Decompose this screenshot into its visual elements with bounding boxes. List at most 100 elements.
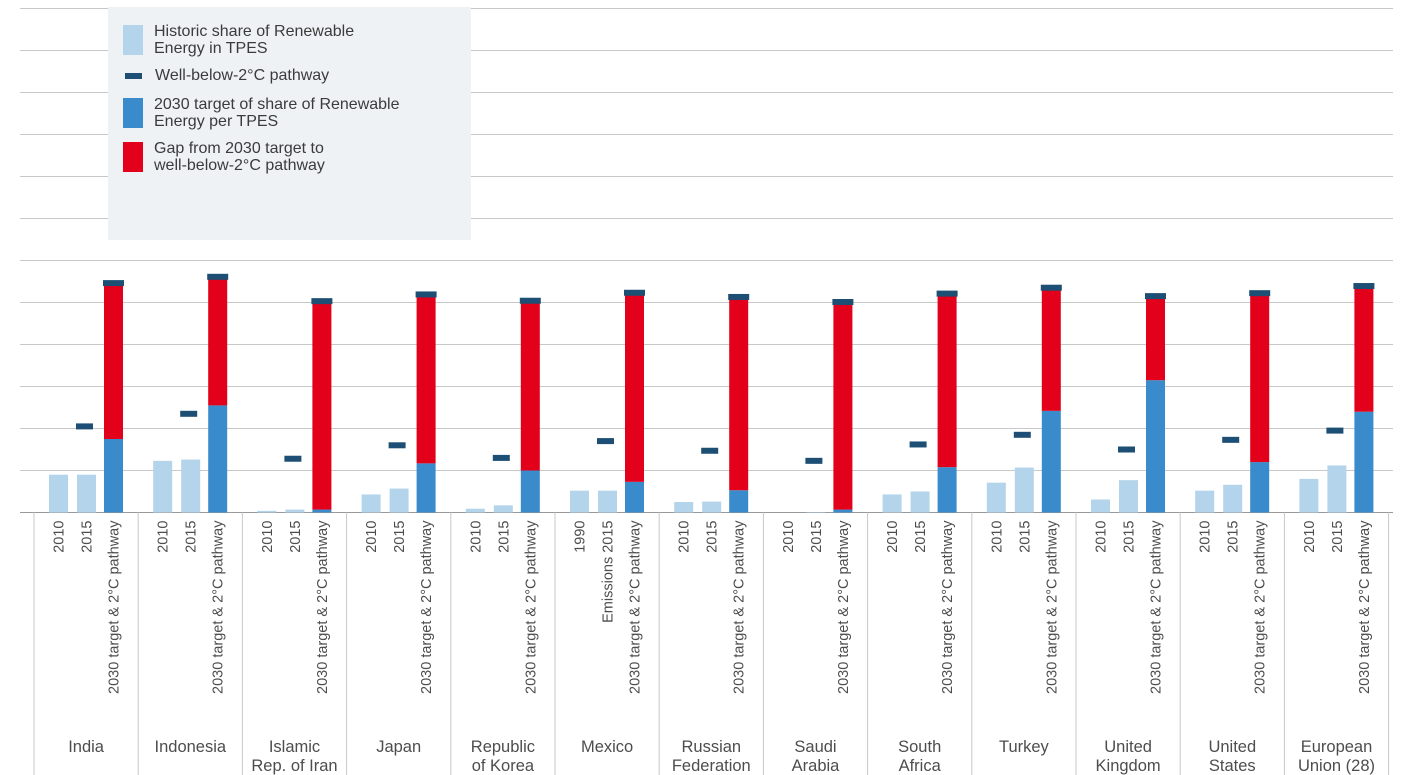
bar-label: 2015 [1330,521,1346,553]
pathway-marker-top [1249,290,1271,297]
bar-label: 2030 target & 2°C pathway [836,520,852,694]
pathway-marker-top [1040,284,1062,291]
gap-bar [1354,286,1374,412]
historic-bar [181,459,201,513]
country-label: Federation [672,757,751,775]
target-bar [833,509,853,513]
gap-bar [1041,288,1061,411]
bar-label: 2030 target & 2°C pathway [940,520,956,694]
country-label: United [1104,738,1152,756]
historic-bar [1223,484,1243,513]
bar-label: 2030 target & 2°C pathway [107,520,123,694]
bar-label: 2015 [705,521,721,553]
target-bar [625,481,644,513]
historic-bar [882,494,902,513]
pathway-marker [909,441,927,448]
bar-label: 2015 [913,521,929,553]
bar-label: 1990 [573,521,589,553]
legend-label-line: 2030 target of share of Renewable [154,96,400,113]
bar-label: 2010 [989,521,1005,553]
pathway-marker [180,410,198,417]
legend-label: Historic share of Renewable Energy in TPE… [154,23,354,57]
gap-bar [208,277,228,406]
legend-swatch-target [123,98,143,128]
pathway-marker [1118,446,1135,453]
legend-label: 2030 target of share of Renewable Energy … [154,96,400,130]
historic-bar [49,474,68,513]
gap-bar [416,294,436,464]
bar-label: 2010 [156,521,172,553]
gap-bar [520,301,540,471]
legend-label-line: well-below-2°C pathway [154,157,325,174]
gap-bar [312,301,332,510]
bar-label: 2015 [809,521,825,553]
country-label: Africa [899,757,942,775]
pathway-marker [388,442,406,449]
bar-label: 2030 target & 2°C pathway [1044,520,1060,694]
historic-bar [361,494,381,513]
legend-label: Well-below-2°C pathway [155,67,329,84]
pathway-marker-top [1145,293,1166,300]
target-bar [520,470,540,513]
gap-bar [104,283,123,439]
bar-label: 2010 [260,521,276,553]
bar-label: 2010 [781,521,797,553]
country-label: Rep. of Iran [251,757,337,775]
legend: Historic share of Renewable Energy in TPE… [108,7,471,240]
bar-label: 2030 target & 2°C pathway [732,520,748,694]
pathway-marker-top [624,289,645,296]
legend-label-line: Energy in TPES [154,40,268,57]
legend-swatch-gap [123,142,143,172]
legend-swatch-pathway [125,73,142,79]
country-label: States [1209,757,1256,775]
pathway-marker-top [1353,283,1375,290]
pathway-marker [284,455,302,462]
pathway-marker [492,454,510,461]
bar-label: 2030 target & 2°C pathway [419,520,435,694]
target-bar [416,463,436,513]
historic-bar [986,482,1006,513]
country-label: Indonesia [155,738,227,756]
target-bar [729,490,749,513]
bar-label: 2010 [1094,521,1110,553]
target-bar [312,509,332,513]
country-label: India [68,738,105,756]
country-label: Kingdom [1096,757,1161,775]
bar-label: 2010 [364,521,380,553]
historic-bar [257,510,277,513]
target-bar [1146,380,1165,513]
bar-label: 2030 target & 2°C pathway [628,520,644,694]
pathway-marker [1013,431,1031,438]
bar-label: 2015 [80,521,96,553]
historic-bar [389,488,409,513]
legend-label: Gap from 2030 target to well-below-2°C pa… [154,140,325,174]
historic-bar [702,501,722,513]
bar-label: 2030 target & 2°C pathway [1357,520,1373,694]
pathway-marker-top [832,299,854,305]
country-label: Russian [681,738,741,756]
historic-bar [910,491,930,513]
pathway-marker-top [207,273,229,280]
historic-bar [1327,465,1347,513]
bar-label: 2010 [677,521,693,553]
target-bar [104,439,123,513]
legend-label-line: Gap from 2030 target to [154,140,324,157]
bar-label: 2010 [52,521,68,553]
historic-bar [570,490,589,513]
pathway-marker [805,457,823,464]
bar-label: 2030 target & 2°C pathway [315,520,331,694]
bar-label: 2030 target & 2°C pathway [523,520,539,694]
country-label: Republic [471,738,535,756]
historic-bar [493,505,513,513]
bar-label: 2030 target & 2°C pathway [1149,520,1165,694]
historic-bar [153,460,173,513]
bar-label: 2015 [184,521,200,553]
bar-label: 2015 [1122,521,1138,553]
historic-bar [1299,478,1319,513]
bar-label: 2015 [1017,521,1033,553]
bar-label: 2015 [496,521,512,553]
historic-bar [465,508,485,513]
target-bar [1354,411,1374,513]
